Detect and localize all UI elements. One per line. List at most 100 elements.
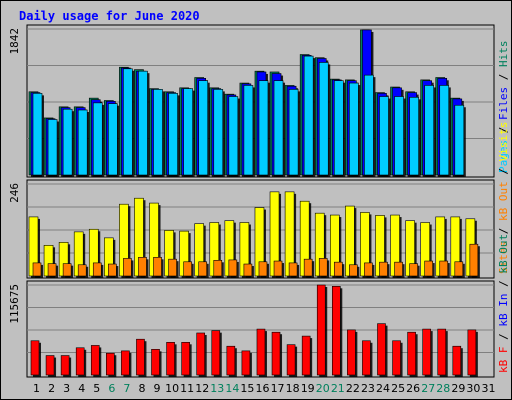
- bar-sites: [243, 263, 253, 277]
- bar-sites: [123, 258, 132, 277]
- bar-sites: [394, 261, 403, 277]
- bar-kb-f: [271, 331, 281, 376]
- bar-pages: [333, 80, 344, 176]
- bar-kb-f: [241, 350, 251, 376]
- bar-sites: [349, 264, 358, 277]
- legend-entry: kB F: [497, 347, 510, 374]
- bar-kb-f: [392, 340, 401, 376]
- x-tick-label: 30: [466, 382, 480, 395]
- x-tick-label: 25: [391, 382, 405, 395]
- bar-pages: [303, 55, 314, 176]
- legend-entry: Files: [497, 87, 510, 120]
- bar-sites: [198, 261, 208, 277]
- bar-pages: [77, 109, 88, 176]
- x-tick-label: 5: [93, 382, 100, 395]
- bar-kb-f: [256, 328, 266, 376]
- legend-entry: Pages: [497, 140, 510, 173]
- bar-kb-f: [377, 323, 386, 376]
- legend-entry: /: [497, 161, 510, 181]
- bar-kb-f: [226, 345, 236, 376]
- bar-kb-f: [422, 328, 431, 376]
- x-tick-label: 7: [123, 382, 130, 395]
- bar-pages: [168, 93, 178, 176]
- bar-pages: [92, 102, 103, 176]
- bar-pages: [243, 85, 254, 176]
- legend-entry: /: [497, 221, 510, 241]
- panel-middle-legend: Sites / kB Out / Visits: [497, 122, 510, 274]
- legend-entry: /: [497, 120, 510, 140]
- bar-pages: [153, 89, 163, 176]
- bar-pages: [47, 119, 58, 176]
- bar-sites: [439, 260, 449, 277]
- bar-sites: [258, 261, 268, 277]
- bar-kb-f: [211, 330, 221, 376]
- x-tick-label: 31: [481, 382, 495, 395]
- bar-sites: [333, 261, 343, 277]
- x-tick-label: 13: [210, 382, 224, 395]
- x-tick-label: 12: [195, 382, 209, 395]
- bar-pages: [123, 68, 133, 176]
- bar-sites: [32, 262, 42, 277]
- x-tick-label: 10: [165, 382, 179, 395]
- bar-sites: [92, 262, 102, 277]
- bar-kb-f: [151, 349, 160, 376]
- x-tick-label: 8: [138, 382, 145, 395]
- x-tick-label: 3: [63, 382, 70, 395]
- bar-pages: [439, 85, 450, 176]
- bar-kb-f: [90, 345, 100, 376]
- bar-kb-f: [181, 342, 190, 376]
- legend-entry: /: [497, 67, 510, 87]
- legend-entry: Hits: [497, 41, 510, 68]
- bar-kb-f: [331, 286, 341, 376]
- bar-pages: [424, 85, 434, 176]
- bar-sites: [77, 264, 87, 277]
- bar-kb-f: [30, 340, 40, 376]
- bar-sites: [454, 261, 464, 277]
- bar-pages: [138, 70, 148, 176]
- panel-bottom-max-label: 115675: [8, 284, 21, 324]
- bar-pages: [213, 89, 224, 176]
- bar-sites: [183, 261, 192, 277]
- x-tick-label: 16: [256, 382, 270, 395]
- bar-kb-f: [166, 342, 175, 376]
- bar-sites: [138, 257, 147, 277]
- x-tick-label: 2: [48, 382, 55, 395]
- legend-entry: Visits: [497, 122, 510, 162]
- bar-sites: [379, 261, 388, 277]
- bar-pages: [394, 96, 404, 176]
- bar-pages: [32, 93, 43, 176]
- x-axis: 1 2 3 4 5 6 7 8 9 10 11 12 13 14 15 16 17 18 19 20 21 22 23 24 2…: [33, 382, 495, 395]
- x-tick-label: 24: [376, 382, 390, 395]
- x-tick-label: 4: [78, 382, 85, 395]
- bar-kb-f: [45, 355, 55, 376]
- bar-sites: [228, 259, 238, 277]
- panel-top: 1842 Pages / Files / Hits: [8, 24, 510, 178]
- x-tick-label: 29: [451, 382, 465, 395]
- bar-pages: [183, 88, 193, 176]
- bar-sites: [303, 258, 313, 277]
- bar-pages: [288, 89, 299, 176]
- bar-sites: [47, 263, 57, 277]
- x-tick-label: 17: [271, 382, 285, 395]
- bar-pages: [228, 96, 239, 176]
- bar-kb-f: [452, 345, 462, 376]
- panel-top-legend: Pages / Files / Hits: [497, 41, 510, 174]
- panel-middle-max-label: 246: [8, 183, 21, 203]
- legend-entry: Sites: [497, 241, 510, 274]
- bar-pages: [62, 108, 73, 176]
- x-tick-label: 15: [240, 382, 254, 395]
- bar-kb-f: [106, 352, 115, 376]
- legend-entry: /: [497, 327, 510, 347]
- bar-kb-f: [196, 332, 206, 376]
- bar-kb-f: [467, 329, 477, 376]
- x-tick-label: 9: [154, 382, 161, 395]
- bar-kb-f: [407, 331, 416, 376]
- x-tick-label: 19: [301, 382, 315, 395]
- bar-kb-f: [437, 328, 447, 376]
- bar-kb-f: [136, 338, 145, 376]
- bar-pages: [318, 62, 329, 176]
- chart-title: Daily usage for June 2020: [19, 9, 200, 23]
- bar-sites: [469, 243, 479, 277]
- bar-pages: [364, 74, 374, 176]
